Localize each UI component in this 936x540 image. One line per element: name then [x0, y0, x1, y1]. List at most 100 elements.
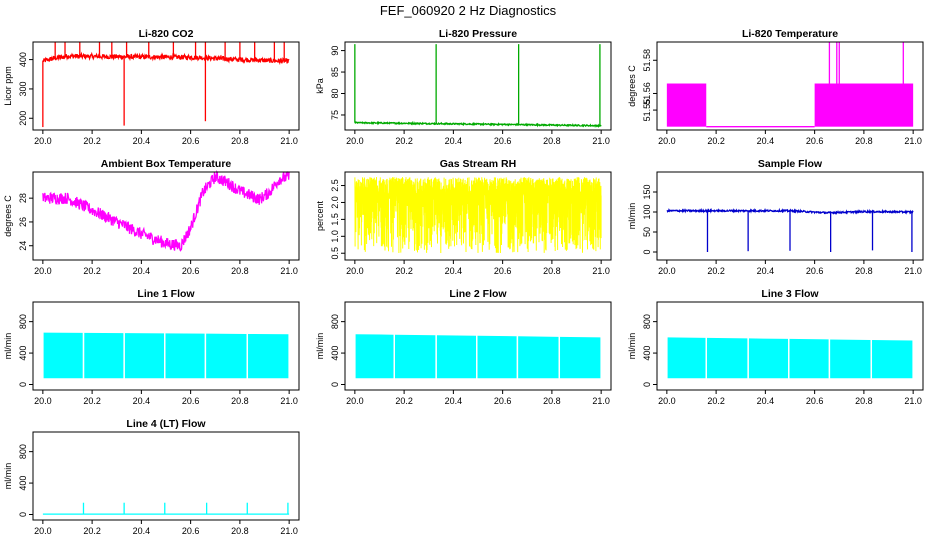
x-tick-label: 20.2: [707, 396, 725, 406]
flow-block: [206, 333, 247, 379]
x-tick-label: 20.4: [133, 266, 151, 276]
series-box_temp: [42, 169, 290, 252]
panel-line1: Line 1 Flow 20.0 20.2 20.4 20.6 20.8 21.0 0 400 8…: [3, 288, 300, 406]
x-tick-label: 20.2: [395, 136, 413, 146]
plot-frame: [32, 41, 300, 131]
flow-block: [518, 336, 559, 379]
y-tick-label: 800: [330, 314, 340, 329]
x-tick-label: 20.4: [757, 266, 775, 276]
x-tick-label: 20.8: [855, 396, 873, 406]
panel-title: Sample Flow: [758, 158, 823, 170]
x-tick-label: 21.0: [280, 526, 298, 536]
y-tick-label: 50: [642, 227, 652, 237]
x-tick-label: 20.4: [133, 526, 151, 536]
x-tick-label: 20.6: [182, 396, 200, 406]
y-tick-label: 800: [642, 314, 652, 329]
x-tick-label: 21.0: [280, 266, 298, 276]
x-tick-label: 20.6: [494, 266, 512, 276]
series-rh: [354, 177, 602, 254]
y-tick-label: 200: [18, 111, 28, 126]
series-pressure: [354, 44, 602, 128]
y-tick-label: 0.5: [330, 247, 340, 260]
flow-block: [436, 335, 477, 379]
flow-block: [789, 338, 829, 379]
panel-line2: Line 2 Flow 20.0 20.2 20.4 20.6 20.8 21.0 0 400 8…: [315, 288, 612, 406]
x-tick-label: 20.2: [395, 396, 413, 406]
x-tick-label: 20.4: [757, 396, 775, 406]
x-tick-label: 20.8: [231, 396, 249, 406]
y-tick-label: 24: [18, 241, 28, 251]
x-tick-label: 20.2: [83, 136, 101, 146]
y-tick-label: 150: [642, 184, 652, 199]
flow-block: [248, 333, 289, 379]
x-tick-label: 20.0: [346, 396, 364, 406]
x-tick-label: 20.4: [445, 266, 463, 276]
flow-block: [124, 333, 165, 379]
flow-block: [165, 333, 205, 379]
x-tick-label: 21.0: [280, 396, 298, 406]
x-tick-label: 20.6: [494, 396, 512, 406]
plot-frame: [344, 41, 612, 131]
x-tick-label: 20.6: [182, 266, 200, 276]
y-tick-label: 400: [642, 346, 652, 361]
y-axis-label: Licor ppm: [3, 66, 13, 106]
x-tick-label: 20.0: [34, 526, 52, 536]
flow-block: [706, 337, 748, 379]
x-tick-label: 20.2: [83, 266, 101, 276]
y-tick-label: 800: [18, 444, 28, 459]
x-tick-label: 21.0: [280, 136, 298, 146]
panel-title: Line 1 Flow: [137, 288, 195, 300]
x-tick-label: 20.0: [658, 266, 676, 276]
plot-frame: [656, 41, 924, 131]
x-tick-label: 20.0: [34, 266, 52, 276]
oscillation-band: [814, 83, 914, 127]
series-line: [42, 51, 290, 66]
plot-frame: [32, 171, 300, 261]
x-tick-label: 20.8: [543, 266, 561, 276]
panel-box_temp: Ambient Box Temperature 20.0 20.2 20.4 20.6 2…: [3, 158, 300, 276]
flow-block: [830, 339, 871, 379]
x-tick-label: 20.8: [231, 136, 249, 146]
x-tick-label: 21.0: [904, 266, 922, 276]
series-line: [354, 177, 602, 254]
flow-block: [84, 332, 124, 379]
x-tick-label: 20.2: [83, 526, 101, 536]
y-tick-label: 0: [642, 382, 652, 387]
panel-sample_flow: Sample Flow 20.0 20.2 20.4 20.6 20.8 21.0 0 50 10…: [627, 158, 924, 276]
x-tick-label: 20.8: [231, 266, 249, 276]
y-tick-label: 400: [18, 476, 28, 491]
x-tick-label: 20.6: [182, 526, 200, 536]
y-axis-label: degrees C: [627, 65, 637, 107]
y-axis-label: ml/min: [3, 333, 13, 360]
plot-frame: [656, 171, 924, 261]
series-line1: [43, 332, 289, 379]
x-tick-label: 20.0: [34, 136, 52, 146]
panel-rh: Gas Stream RH 20.0 20.2 20.4 20.6 20.8 21.0 0.5…: [315, 158, 612, 276]
x-tick-label: 20.2: [395, 266, 413, 276]
series-line3: [667, 337, 913, 379]
panel-pressure: Li-820 Pressure 20.0 20.2 20.4 20.6 20.8 21.0 7…: [315, 28, 612, 146]
flow-block: [394, 334, 436, 379]
x-tick-label: 20.8: [543, 396, 561, 406]
y-axis-label: ml/min: [627, 203, 637, 230]
y-tick-label: 800: [18, 314, 28, 329]
x-tick-label: 20.0: [346, 266, 364, 276]
x-tick-label: 20.6: [494, 136, 512, 146]
y-tick-label: 80: [330, 89, 340, 99]
x-tick-label: 20.6: [806, 396, 824, 406]
plot-frame: [344, 301, 612, 391]
panel-title: Li-820 Pressure: [439, 28, 517, 40]
flow-block: [872, 339, 913, 379]
panel-title: Line 2 Flow: [449, 288, 507, 300]
series-line2: [355, 334, 601, 379]
panel-title: Gas Stream RH: [440, 158, 516, 170]
x-tick-label: 20.2: [707, 136, 725, 146]
panel-temperature: Li-820 Temperature 20.0 20.2 20.4 20.6 20.8 21…: [627, 28, 924, 146]
x-tick-label: 21.0: [592, 136, 610, 146]
panel-co2: Li-820 CO2 20.0 20.2 20.4 20.6 20.8 21.0 200 300…: [3, 28, 300, 146]
flow-block: [560, 336, 601, 379]
panel-title: Line 3 Flow: [761, 288, 819, 300]
x-tick-label: 20.0: [346, 136, 364, 146]
y-axis-label: degrees C: [3, 195, 13, 237]
